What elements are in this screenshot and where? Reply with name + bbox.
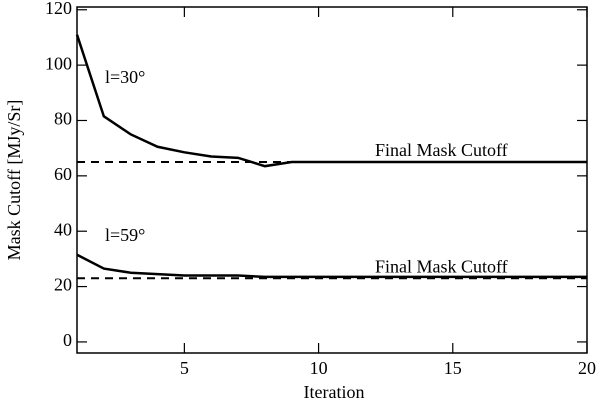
x-tick-label: 15 — [444, 358, 462, 378]
y-tick-label: 40 — [54, 219, 72, 239]
series-line — [76, 253, 587, 279]
series-line — [75, 34, 587, 168]
y-tick-label: 60 — [54, 164, 72, 184]
series-label: l=59° — [105, 225, 145, 245]
y-tick-label: 80 — [54, 109, 72, 129]
y-tick-label: 20 — [54, 275, 72, 295]
cutoff-label: Final Mask Cutoff — [375, 256, 508, 276]
y-tick-label: 120 — [45, 0, 72, 18]
y-tick-label: 100 — [45, 53, 72, 73]
cutoff-label: Final Mask Cutoff — [375, 140, 508, 160]
series-label: l=30° — [105, 67, 145, 87]
y-axis-label: Mask Cutoff [MJy/Sr] — [4, 100, 24, 261]
x-axis-label: Iteration — [304, 382, 365, 402]
x-tick-label: 5 — [180, 358, 189, 378]
x-tick-label: 20 — [578, 358, 596, 378]
y-tick-label: 0 — [63, 330, 72, 350]
x-tick-label: 10 — [310, 358, 328, 378]
plot-frame — [76, 6, 588, 354]
